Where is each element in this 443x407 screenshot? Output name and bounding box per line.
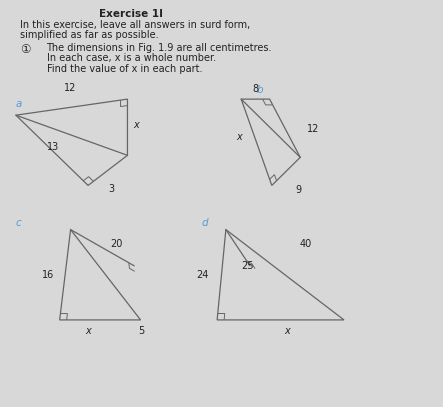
Text: x: x	[284, 326, 290, 336]
Text: Find the value of x in each part.: Find the value of x in each part.	[47, 64, 202, 74]
Text: 16: 16	[42, 270, 54, 280]
Text: 13: 13	[47, 142, 60, 152]
Text: simplified as far as possible.: simplified as far as possible.	[20, 30, 159, 40]
Text: d: d	[202, 218, 209, 228]
Text: 8: 8	[253, 84, 259, 94]
Text: 40: 40	[299, 239, 311, 249]
Text: ①: ①	[20, 43, 31, 56]
Text: 25: 25	[241, 261, 254, 271]
Text: Exercise 1I: Exercise 1I	[99, 9, 163, 19]
Text: 12: 12	[307, 124, 319, 134]
Text: x: x	[85, 326, 91, 336]
Text: x: x	[237, 132, 242, 142]
Text: In this exercise, leave all answers in surd form,: In this exercise, leave all answers in s…	[20, 20, 251, 30]
Text: a: a	[16, 99, 22, 109]
Text: 20: 20	[110, 239, 122, 249]
Text: 9: 9	[295, 186, 301, 195]
Text: 5: 5	[138, 326, 144, 336]
Text: b: b	[256, 85, 263, 95]
Text: The dimensions in Fig. 1.9 are all centimetres.: The dimensions in Fig. 1.9 are all centi…	[47, 43, 272, 53]
Text: In each case, x is a whole number.: In each case, x is a whole number.	[47, 53, 216, 63]
Text: 3: 3	[108, 184, 114, 194]
Text: 24: 24	[196, 270, 208, 280]
Text: c: c	[16, 218, 22, 228]
Text: x: x	[133, 120, 139, 130]
Text: 12: 12	[64, 83, 77, 93]
